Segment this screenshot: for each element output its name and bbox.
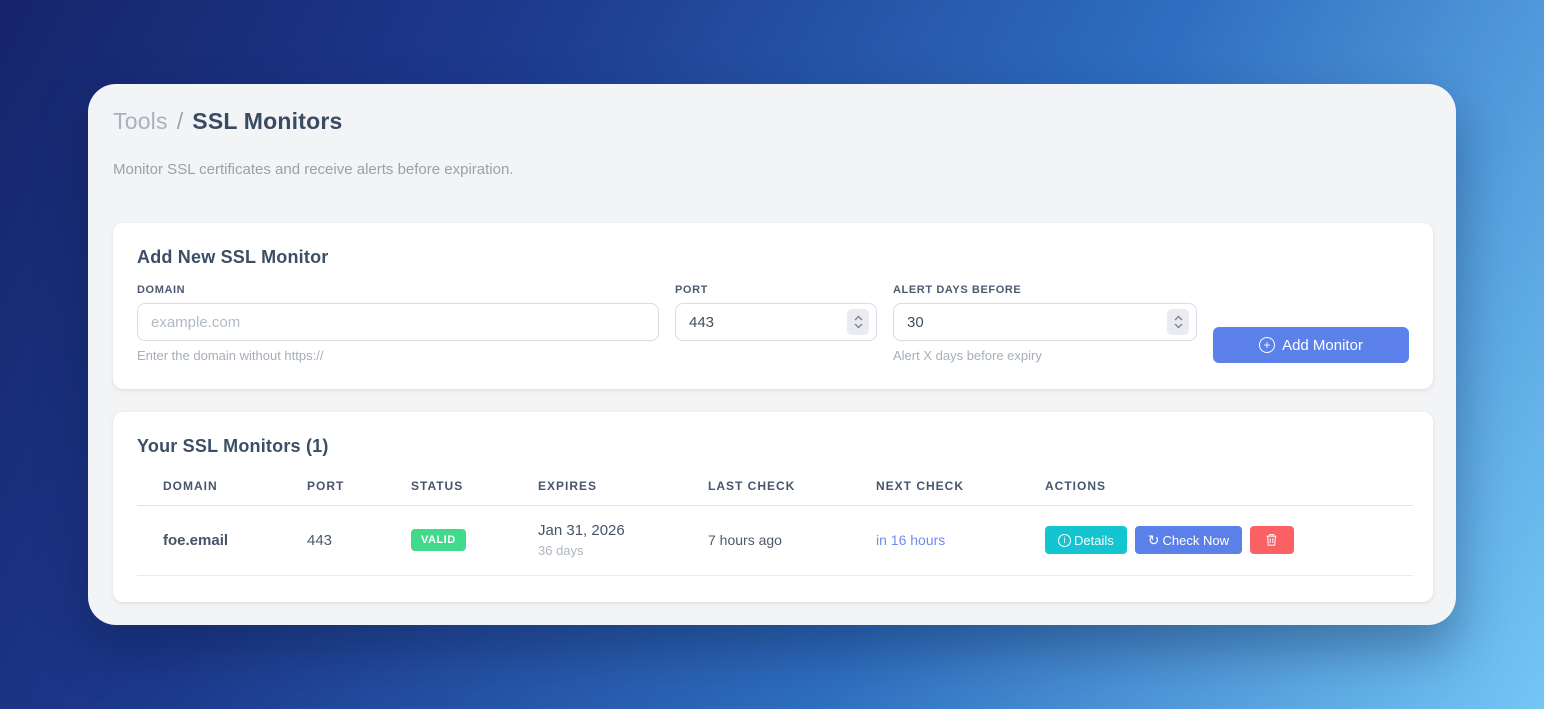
monitors-table: DOMAIN PORT STATUS EXPIRES LAST CHECK NE…	[137, 473, 1413, 576]
col-domain: DOMAIN	[137, 473, 307, 506]
last-check-time: 7 hours ago	[708, 505, 876, 576]
page-title: SSL Monitors	[192, 108, 343, 134]
refresh-icon: ↻	[1147, 532, 1160, 548]
check-now-button-label: Check Now	[1162, 532, 1229, 548]
domain-label: DOMAIN	[137, 284, 186, 296]
check-now-button[interactable]: ↻ Check Now	[1134, 526, 1242, 554]
page-subtitle: Monitor SSL certificates and receive ale…	[113, 161, 514, 178]
table-header-row: DOMAIN PORT STATUS EXPIRES LAST CHECK NE…	[137, 473, 1413, 506]
add-monitor-panel: Add New SSL Monitor DOMAIN Enter the dom…	[113, 223, 1433, 389]
expires-days-left: 36 days	[538, 543, 584, 558]
port-input[interactable]	[675, 303, 877, 341]
details-button[interactable]: i Details	[1045, 526, 1127, 554]
delete-monitor-button[interactable]	[1249, 526, 1294, 554]
expires-date: Jan 31, 2026	[538, 522, 625, 539]
domain-input[interactable]	[137, 303, 659, 341]
breadcrumb-separator: /	[176, 108, 184, 134]
trash-icon	[1266, 534, 1277, 546]
add-monitor-form: DOMAIN Enter the domain without https://…	[137, 284, 1409, 363]
monitors-panel: Your SSL Monitors (1) DOMAIN PORT STATUS…	[113, 412, 1433, 602]
col-next-check: NEXT CHECK	[876, 473, 1045, 506]
alert-days-stepper[interactable]	[1167, 309, 1189, 335]
monitor-port: 443	[307, 505, 411, 576]
plus-circle-icon: +	[1259, 337, 1276, 353]
status-badge: VALID	[411, 529, 466, 551]
alert-days-input[interactable]	[893, 303, 1197, 341]
domain-field-group: DOMAIN Enter the domain without https://	[137, 284, 659, 363]
add-monitor-button-label: Add Monitor	[1282, 336, 1363, 354]
port-field-group: PORT	[675, 284, 877, 341]
alert-days-hint: Alert X days before expiry	[893, 348, 1042, 363]
breadcrumb-tools[interactable]: Tools	[113, 108, 168, 134]
next-check-time: in 16 hours	[876, 505, 1045, 576]
col-port: PORT	[307, 473, 411, 506]
port-label: PORT	[675, 284, 708, 296]
add-monitor-title: Add New SSL Monitor	[137, 247, 329, 267]
ssl-monitors-page: Tools / SSL Monitors Monitor SSL certifi…	[88, 84, 1456, 625]
add-monitor-button[interactable]: + Add Monitor	[1213, 327, 1409, 363]
chevron-up-icon	[854, 315, 862, 321]
col-status: STATUS	[411, 473, 538, 506]
row-actions: i Details ↻ Check Now	[1045, 526, 1413, 554]
domain-hint: Enter the domain without https://	[137, 348, 324, 363]
col-expires: EXPIRES	[538, 473, 708, 506]
col-actions: ACTIONS	[1045, 473, 1413, 506]
port-stepper[interactable]	[847, 309, 869, 335]
info-icon: i	[1058, 533, 1071, 547]
breadcrumb: Tools / SSL Monitors	[113, 108, 1433, 135]
details-button-label: Details	[1074, 532, 1114, 548]
col-last-check: LAST CHECK	[708, 473, 876, 506]
monitor-domain: foe.email	[137, 505, 307, 576]
alert-days-field-group: ALERT DAYS BEFORE Alert X days before ex…	[893, 284, 1197, 363]
alert-days-label: ALERT DAYS BEFORE	[893, 284, 1022, 296]
chevron-down-icon	[1174, 323, 1182, 329]
chevron-down-icon	[854, 323, 862, 329]
table-row: foe.email 443 VALID Jan 31, 2026 36 days…	[137, 505, 1413, 576]
monitors-title: Your SSL Monitors (1)	[137, 436, 329, 456]
chevron-up-icon	[1174, 315, 1182, 321]
